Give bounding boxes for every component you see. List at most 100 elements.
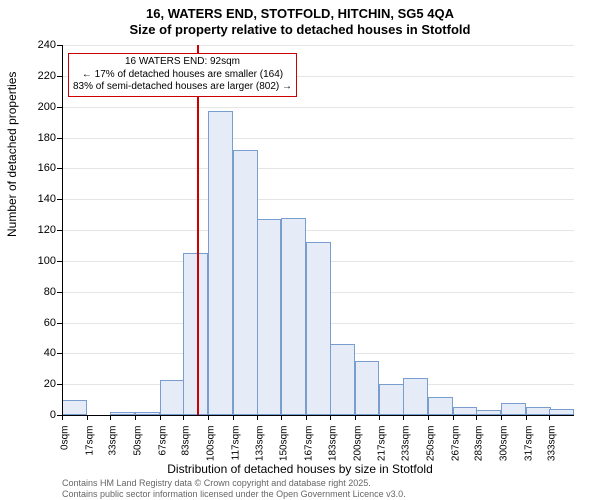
x-tick xyxy=(281,415,282,420)
histogram-bar xyxy=(355,361,380,415)
x-tick-label: 267sqm xyxy=(450,426,461,476)
y-tick xyxy=(57,292,62,293)
y-tick xyxy=(57,138,62,139)
x-tick xyxy=(526,415,527,420)
x-tick xyxy=(208,415,209,420)
x-tick-label: 233sqm xyxy=(400,426,411,476)
y-tick-label: 240 xyxy=(16,39,56,51)
x-tick-label: 67sqm xyxy=(158,426,169,476)
x-tick xyxy=(257,415,258,420)
y-tick xyxy=(57,76,62,77)
chart-title-line2: Size of property relative to detached ho… xyxy=(0,22,600,37)
y-axis-line xyxy=(62,45,63,415)
x-tick-label: 150sqm xyxy=(279,426,290,476)
y-tick xyxy=(57,384,62,385)
grid-line xyxy=(62,45,574,46)
x-tick-label: 317sqm xyxy=(523,426,534,476)
x-tick xyxy=(403,415,404,420)
y-tick xyxy=(57,45,62,46)
x-tick xyxy=(549,415,550,420)
histogram-bar xyxy=(62,400,87,415)
y-tick xyxy=(57,323,62,324)
y-tick-label: 20 xyxy=(16,378,56,390)
y-tick-label: 40 xyxy=(16,347,56,359)
x-tick xyxy=(62,415,63,420)
x-tick-label: 183sqm xyxy=(327,426,338,476)
x-tick xyxy=(476,415,477,420)
annotation-line3: 83% of semi-detached houses are larger (… xyxy=(73,81,292,94)
y-tick-label: 60 xyxy=(16,317,56,329)
x-tick xyxy=(355,415,356,420)
x-tick-label: 117sqm xyxy=(231,426,242,476)
histogram-bar xyxy=(257,219,282,415)
grid-line xyxy=(62,107,574,108)
x-tick-label: 33sqm xyxy=(108,426,119,476)
x-tick-label: 133sqm xyxy=(254,426,265,476)
x-tick xyxy=(183,415,184,420)
x-tick xyxy=(428,415,429,420)
x-tick xyxy=(135,415,136,420)
x-tick xyxy=(306,415,307,420)
x-tick-label: 50sqm xyxy=(133,426,144,476)
histogram-bar xyxy=(330,344,355,415)
histogram-bar xyxy=(208,111,233,415)
annotation-box: 16 WATERS END: 92sqm← 17% of detached ho… xyxy=(68,53,297,97)
x-tick-label: 283sqm xyxy=(473,426,484,476)
histogram-bar xyxy=(281,218,306,415)
x-tick-label: 83sqm xyxy=(181,426,192,476)
histogram-bar xyxy=(526,407,551,415)
plot-area: 16 WATERS END: 92sqm← 17% of detached ho… xyxy=(62,45,574,415)
grid-line xyxy=(62,138,574,139)
x-tick-label: 300sqm xyxy=(498,426,509,476)
x-axis-line xyxy=(62,415,574,416)
y-tick-label: 180 xyxy=(16,132,56,144)
y-tick-label: 160 xyxy=(16,162,56,174)
y-tick-label: 120 xyxy=(16,224,56,236)
x-tick-label: 17sqm xyxy=(84,426,95,476)
x-tick-label: 100sqm xyxy=(206,426,217,476)
footer-copyright-2: Contains public sector information licen… xyxy=(62,489,406,499)
grid-line xyxy=(62,230,574,231)
y-axis-label: Number of detached properties xyxy=(5,72,19,237)
annotation-line2: ← 17% of detached houses are smaller (16… xyxy=(73,69,292,82)
x-tick xyxy=(110,415,111,420)
y-tick xyxy=(57,230,62,231)
y-tick-label: 140 xyxy=(16,193,56,205)
footer-copyright-1: Contains HM Land Registry data © Crown c… xyxy=(62,478,371,488)
x-tick xyxy=(233,415,234,420)
x-tick xyxy=(379,415,380,420)
histogram-bar xyxy=(306,242,331,415)
histogram-bar xyxy=(233,150,258,415)
grid-line xyxy=(62,168,574,169)
property-marker-line xyxy=(197,45,199,415)
x-tick-label: 217sqm xyxy=(377,426,388,476)
y-tick xyxy=(57,199,62,200)
x-tick xyxy=(501,415,502,420)
y-tick xyxy=(57,353,62,354)
y-tick xyxy=(57,261,62,262)
grid-line xyxy=(62,199,574,200)
x-tick-label: 200sqm xyxy=(352,426,363,476)
histogram-bar xyxy=(428,397,453,416)
x-tick xyxy=(87,415,88,420)
histogram-bar xyxy=(160,380,185,415)
y-tick xyxy=(57,107,62,108)
y-tick-label: 200 xyxy=(16,101,56,113)
x-tick-label: 167sqm xyxy=(304,426,315,476)
histogram-bar xyxy=(403,378,428,415)
histogram-bar xyxy=(501,403,526,415)
chart-title-line1: 16, WATERS END, STOTFOLD, HITCHIN, SG5 4… xyxy=(0,6,600,21)
chart-container: 16, WATERS END, STOTFOLD, HITCHIN, SG5 4… xyxy=(0,0,600,500)
y-tick-label: 80 xyxy=(16,286,56,298)
y-tick-label: 0 xyxy=(16,409,56,421)
histogram-bar xyxy=(379,384,404,415)
y-tick-label: 100 xyxy=(16,255,56,267)
x-tick-label: 333sqm xyxy=(547,426,558,476)
histogram-bar xyxy=(453,407,478,415)
y-tick xyxy=(57,168,62,169)
y-tick-label: 220 xyxy=(16,70,56,82)
annotation-line1: 16 WATERS END: 92sqm xyxy=(73,56,292,69)
x-tick-label: 250sqm xyxy=(425,426,436,476)
x-tick xyxy=(453,415,454,420)
x-tick-label: 0sqm xyxy=(60,426,71,476)
